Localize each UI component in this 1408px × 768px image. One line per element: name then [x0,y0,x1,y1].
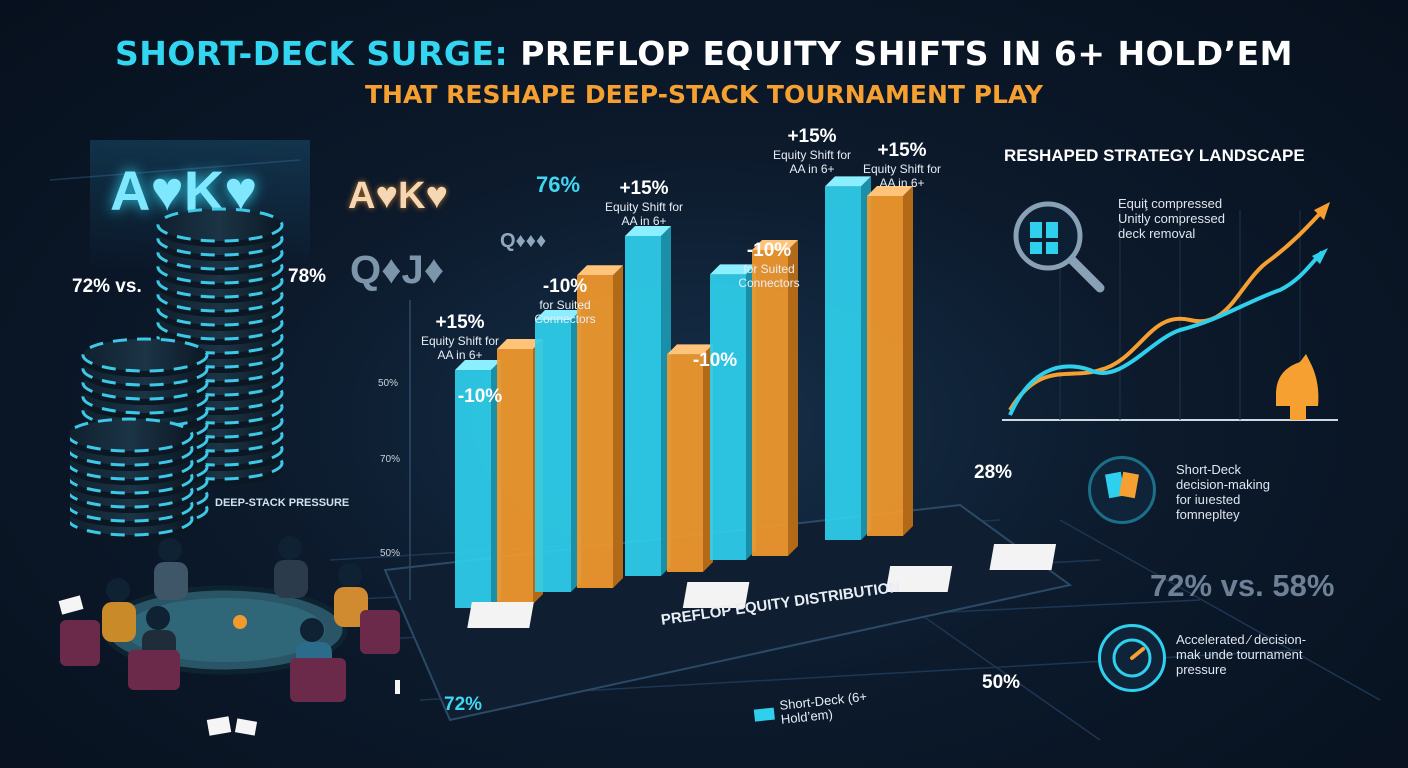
bar-front [752,250,788,556]
annotation: -10% [692,350,738,371]
arrow-head-orange [1314,202,1330,220]
bar-front [535,320,571,592]
legend-swatch [753,707,775,722]
bar-cyan [625,226,671,576]
bar-orange [577,265,623,588]
bar-front [455,370,491,608]
trend-line-orange [1008,206,1327,412]
trend-line-cyan [1008,250,1324,416]
item2-text: Accelerated ⁄ decision-mak unde tourname… [1176,632,1307,677]
annotation: +15% Equity Shift for AA in 6+ [772,126,852,176]
bar-orange [667,344,713,572]
mid-cards-1: A♥K♥ [348,175,449,217]
item1-text: Short-Deck decision-making for iuıested … [1176,462,1270,522]
annotation: -10% for Suited Connectors [738,240,800,290]
stat-28: 28% [974,462,1013,483]
chip-stacks-illustration [70,207,284,541]
platform-card [989,544,1057,570]
annotation: -10% [457,386,503,407]
bar-cyan [825,176,871,540]
floor-stat: 50% [982,672,1021,693]
bar-front [625,236,661,576]
mid-pct-76: 76% [536,172,581,197]
panel-note: Equiţ compressed Unitly compressed deck … [1118,196,1225,241]
bar-front [867,196,903,536]
strategy-line-chart [1002,201,1338,421]
y-tick-label: 50% [378,378,399,389]
chip [81,337,209,373]
platform-card [467,602,534,628]
stat-right: 78% [288,266,327,287]
annotation: +15% Equity Shift for AA in 6+ [420,312,500,362]
y-tick-label: 70% [380,454,401,465]
page-title: SHORT-DECK SURGE: PREFLOP EQUITY SHIFTS … [114,34,1294,73]
chip [70,417,194,453]
big-compare-stat: 72% vs. 58% [1150,568,1335,603]
knight-icon [1276,354,1319,420]
stat-left: 72% vs. [72,276,142,297]
annotation: +15% Equity Shift for AA in 6+ [604,178,684,228]
panel-title: RESHAPED STRATEGY LANDSCAPE [1004,146,1305,165]
bar-front [710,274,746,560]
poker-table-illustration [58,536,400,736]
stopwatch-icon [1098,624,1166,692]
bar-front [497,349,533,604]
floor-stat: 72% [444,694,483,715]
bar-cyan [710,264,756,560]
y-tick-label: 50% [380,548,401,559]
page-subtitle: THAT RESHAPE DEEP-STACK TOURNAMENT PLAY [365,80,1043,109]
bar-front [667,354,703,572]
mid-cards-small: Q♦♦♦ [500,230,547,252]
platform-card [682,582,750,608]
cards-chat-icon [1088,456,1156,524]
stack-label: DEEP-STACK PRESSURE [215,497,350,509]
mid-cards-2: Q♦J♦ [350,248,445,292]
bar-front [825,186,861,540]
bar-cyan [455,360,501,608]
chip [156,207,284,243]
bar-front [577,275,613,588]
bar-orange [867,186,913,536]
platform-card [885,566,953,592]
arrow-head-cyan [1312,248,1328,264]
bar-cyan [535,310,581,592]
annotation: +15% Equity Shift for AA in 6+ [862,140,942,190]
bar-orange [752,240,798,556]
annotation: -10% for Suited Connectors [534,276,596,326]
